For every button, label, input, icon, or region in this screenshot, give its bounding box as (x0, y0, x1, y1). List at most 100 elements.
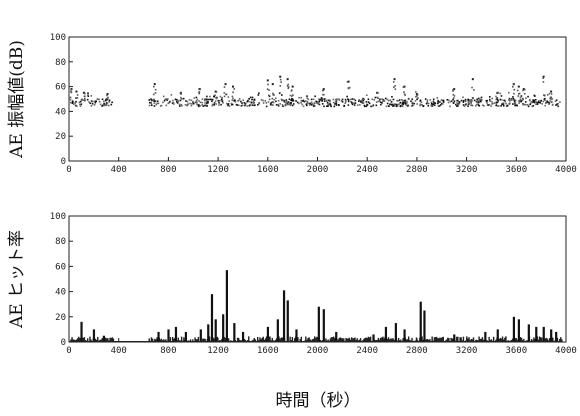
data-point (430, 105, 433, 108)
data-point (252, 100, 255, 103)
x-tick-label: 1200 (207, 165, 229, 175)
hit-bar (505, 336, 507, 342)
hit-bar (504, 337, 506, 342)
data-point (70, 91, 73, 94)
data-point (341, 98, 344, 101)
hit-bar (510, 339, 513, 342)
data-point (433, 104, 436, 106)
hit-bar (327, 339, 329, 342)
data-point (222, 102, 224, 104)
data-point (202, 105, 205, 107)
data-point (419, 103, 422, 106)
data-point (151, 99, 154, 102)
data-point (452, 90, 454, 92)
data-point (214, 90, 217, 93)
data-point (381, 98, 383, 100)
hit-bar (241, 331, 245, 342)
data-point (267, 83, 269, 86)
data-point (152, 98, 155, 101)
data-point (221, 96, 223, 99)
data-point (518, 102, 520, 104)
data-point (87, 95, 90, 98)
data-point (517, 85, 520, 88)
data-point (188, 99, 191, 101)
data-point (557, 105, 559, 107)
data-point (272, 94, 275, 96)
data-point (285, 99, 288, 101)
hit-bar (80, 321, 83, 342)
hit-bar (271, 337, 273, 342)
data-point (88, 101, 90, 103)
data-point (502, 104, 505, 107)
hit-bar (112, 338, 115, 342)
data-point (280, 81, 282, 83)
data-point (334, 103, 336, 105)
data-point (215, 96, 217, 99)
hit-bar (542, 326, 545, 342)
hit-bar (442, 336, 445, 342)
data-point (346, 95, 348, 98)
hit-bar (422, 339, 424, 342)
data-point (227, 96, 230, 98)
y-tick-label: 80 (55, 237, 66, 247)
data-point (371, 105, 374, 107)
hit-bar (227, 338, 230, 342)
data-point (199, 88, 202, 90)
data-point (546, 94, 549, 96)
hit-bar (295, 329, 298, 342)
hit-bar (411, 337, 413, 342)
data-point (377, 97, 379, 99)
hit-bar (383, 338, 385, 342)
hit-bar (484, 331, 487, 342)
hit-bar (341, 338, 344, 342)
data-point (393, 78, 396, 81)
data-point (531, 101, 534, 104)
data-point (279, 92, 281, 94)
hit-bar (95, 339, 98, 342)
data-point (223, 92, 226, 94)
hit-bar (533, 337, 535, 342)
data-point (508, 100, 511, 102)
data-point (230, 103, 233, 106)
data-point (508, 99, 510, 101)
hit-bar (503, 339, 505, 342)
data-point (512, 86, 514, 88)
hit-bar (338, 337, 341, 342)
hit-bar (499, 337, 502, 342)
data-point (303, 100, 306, 103)
hit-bar (472, 337, 475, 342)
data-point (542, 77, 544, 79)
hit-bar (82, 337, 84, 342)
data-point (323, 100, 326, 102)
data-point (201, 101, 203, 104)
data-point (477, 104, 480, 107)
data-point (215, 91, 218, 93)
data-point (272, 104, 274, 106)
data-point (264, 100, 267, 102)
data-point (106, 94, 108, 97)
data-point (371, 98, 374, 101)
hit-bar (73, 339, 75, 342)
data-point (545, 102, 547, 105)
data-point (241, 102, 243, 104)
hit-bar (560, 337, 562, 342)
data-point (392, 98, 395, 101)
data-point (535, 103, 537, 106)
data-point (279, 85, 282, 87)
data-point (285, 100, 288, 102)
data-point (178, 103, 181, 106)
data-point (513, 99, 516, 102)
data-point (495, 104, 497, 107)
data-point (320, 97, 323, 99)
data-point (190, 104, 193, 107)
hit-bar (434, 337, 437, 342)
data-point (327, 105, 329, 107)
data-point (354, 99, 357, 102)
data-point (237, 100, 239, 102)
hit-bar (500, 338, 503, 342)
data-point (284, 104, 287, 107)
data-point (288, 103, 291, 106)
hit-bar (167, 329, 170, 342)
data-point (271, 101, 274, 103)
data-point (71, 102, 74, 104)
